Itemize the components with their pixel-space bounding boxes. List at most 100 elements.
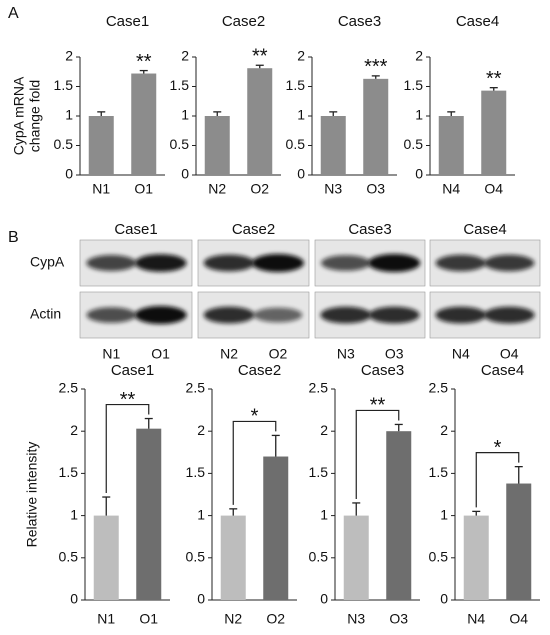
x-tick-label: N3 bbox=[347, 611, 365, 627]
bar bbox=[136, 428, 162, 600]
blot-band bbox=[435, 254, 486, 272]
y-tick-label: 1 bbox=[440, 506, 448, 522]
y-tick-label: 2.5 bbox=[186, 380, 206, 396]
x-tick-label: O4 bbox=[509, 611, 528, 627]
bracket bbox=[105, 403, 150, 494]
x-tick-label: N1 bbox=[92, 181, 110, 197]
y-tick-label: 2 bbox=[440, 422, 448, 438]
chart-title: Case3 bbox=[338, 13, 381, 30]
chart-title: Case2 bbox=[238, 362, 281, 379]
bar bbox=[481, 90, 507, 175]
blot-band bbox=[321, 255, 371, 271]
chart-title: Case4 bbox=[456, 13, 499, 30]
bar bbox=[247, 68, 273, 175]
blot-title: Case2 bbox=[232, 221, 275, 238]
x-tick-label: O1 bbox=[134, 181, 153, 197]
bar bbox=[93, 515, 119, 600]
x-tick-label: N2 bbox=[208, 181, 226, 197]
y-tick-label: 1.5 bbox=[429, 464, 449, 480]
blot-band bbox=[320, 306, 372, 324]
y-tick-label: 1.5 bbox=[170, 77, 190, 93]
x-tick-label: O2 bbox=[266, 611, 285, 627]
x-tick-label: N2 bbox=[224, 611, 242, 627]
significance: ** bbox=[120, 389, 136, 411]
y-tick-label: 0 bbox=[197, 591, 205, 607]
y-tick-label: 0 bbox=[65, 166, 73, 182]
bracket bbox=[355, 409, 400, 499]
blot-band bbox=[203, 254, 255, 272]
significance: * bbox=[251, 406, 259, 428]
panel-label: A bbox=[8, 5, 19, 22]
blot-lane-label: N3 bbox=[337, 346, 355, 362]
y-tick-label: 0.5 bbox=[286, 136, 306, 152]
y-tick-label: 0.5 bbox=[309, 549, 329, 565]
significance: * bbox=[494, 437, 502, 459]
chart-title: Case3 bbox=[361, 362, 404, 379]
bar bbox=[438, 116, 464, 175]
blot-band bbox=[483, 306, 535, 324]
bar bbox=[386, 431, 412, 600]
blot-lane-label: O4 bbox=[500, 346, 519, 362]
y-tick-label: 0 bbox=[440, 591, 448, 607]
y-tick-label: 2 bbox=[181, 48, 189, 64]
y-tick-label: 2 bbox=[70, 422, 78, 438]
y-axis-label: change fold bbox=[27, 80, 43, 152]
chart-title: Case1 bbox=[111, 362, 154, 379]
x-tick-label: O3 bbox=[389, 611, 408, 627]
panel-label: B bbox=[8, 229, 19, 246]
blot-band bbox=[484, 254, 535, 272]
blot-lane-label: O2 bbox=[269, 346, 288, 362]
y-tick-label: 1 bbox=[65, 107, 73, 123]
y-tick-label: 0.5 bbox=[429, 549, 449, 565]
y-tick-label: 2.5 bbox=[429, 380, 449, 396]
blot-title: Case3 bbox=[348, 221, 391, 238]
y-tick-label: 1 bbox=[297, 107, 305, 123]
y-tick-label: 2.5 bbox=[309, 380, 329, 396]
y-tick-label: 1.5 bbox=[404, 77, 424, 93]
y-axis-label: CypA mRNA bbox=[11, 76, 27, 155]
y-tick-label: 0.5 bbox=[59, 549, 79, 565]
y-tick-label: 1.5 bbox=[59, 464, 79, 480]
bar bbox=[131, 73, 157, 175]
y-tick-label: 0 bbox=[297, 166, 305, 182]
blot-band bbox=[368, 306, 420, 324]
x-tick-label: N4 bbox=[442, 181, 460, 197]
y-tick-label: 2 bbox=[320, 422, 328, 438]
x-tick-label: N4 bbox=[467, 611, 485, 627]
blot-title: Case1 bbox=[114, 221, 157, 238]
y-tick-label: 0.5 bbox=[186, 549, 206, 565]
blot-band bbox=[203, 306, 255, 324]
bar bbox=[506, 483, 532, 600]
blot-row-label: CypA bbox=[30, 254, 65, 270]
chart-title: Case1 bbox=[106, 13, 149, 30]
bar bbox=[363, 78, 389, 175]
blot-lane-label: N4 bbox=[452, 346, 470, 362]
y-tick-label: 2 bbox=[297, 48, 305, 64]
blot-band bbox=[253, 307, 303, 323]
bar bbox=[88, 116, 114, 175]
y-tick-label: 2 bbox=[65, 48, 73, 64]
y-tick-label: 0.5 bbox=[170, 136, 190, 152]
significance: ** bbox=[486, 68, 502, 90]
blot-band bbox=[134, 306, 187, 324]
x-tick-label: O1 bbox=[139, 611, 158, 627]
y-tick-label: 1.5 bbox=[186, 464, 206, 480]
x-tick-label: O4 bbox=[484, 181, 503, 197]
blot-band bbox=[251, 254, 304, 272]
blot-band bbox=[435, 306, 487, 324]
blot-band bbox=[134, 254, 187, 272]
y-tick-label: 0.5 bbox=[54, 136, 74, 152]
bracket bbox=[232, 420, 277, 505]
bracket bbox=[475, 452, 520, 508]
blot-row-label: Actin bbox=[30, 306, 61, 322]
x-tick-label: O3 bbox=[366, 181, 385, 197]
y-tick-label: 0 bbox=[70, 591, 78, 607]
y-tick-label: 1.5 bbox=[286, 77, 306, 93]
blot-title: Case4 bbox=[463, 221, 506, 238]
blot-lane-label: O3 bbox=[385, 346, 404, 362]
bar bbox=[343, 515, 369, 600]
y-tick-label: 2 bbox=[415, 48, 423, 64]
blot-lane-label: N2 bbox=[220, 346, 238, 362]
x-tick-label: N1 bbox=[97, 611, 115, 627]
y-tick-label: 2.5 bbox=[59, 380, 79, 396]
